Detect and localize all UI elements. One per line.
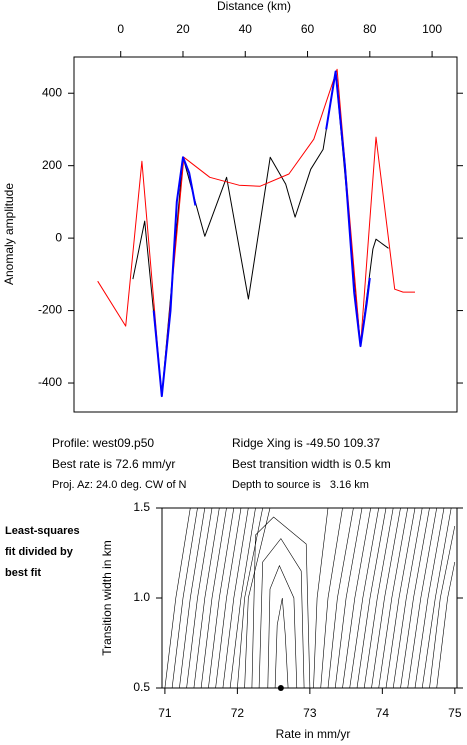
x-tick-label: 71 (158, 706, 172, 720)
contour-line (193, 508, 220, 688)
contour-line (349, 508, 379, 688)
contour-line (237, 508, 263, 688)
y-tick-label: -400 (38, 375, 62, 389)
x-tick-label: 0 (117, 22, 124, 36)
info-text: Best rate is 72.6 mm/yr (52, 457, 175, 471)
contour-line (429, 525, 456, 688)
contour-line (171, 508, 198, 688)
contour-line (400, 508, 430, 688)
x-tick-label: 100 (422, 22, 442, 36)
contour-line (215, 508, 242, 688)
contour-line (436, 561, 456, 688)
x-tick-label: 80 (363, 22, 377, 36)
plot-area (164, 508, 456, 688)
info-text: Ridge Xing is -49.50 109.37 (232, 436, 380, 450)
contour-line (327, 508, 354, 688)
contour-line (186, 508, 213, 688)
contour-line (274, 597, 289, 688)
contour-line (407, 508, 437, 688)
data-line (97, 68, 415, 397)
y-tick-label: -200 (38, 303, 62, 317)
x-tick-label: 75 (448, 706, 462, 720)
data-line (152, 70, 371, 398)
y-tick-label: 0 (55, 230, 62, 244)
y-tick-label: 0.5 (133, 680, 150, 694)
note-text: best fit (5, 567, 41, 579)
contour-line (200, 508, 227, 688)
info-text: Best transition width is 0.5 km (232, 457, 391, 471)
x-axis-title: Distance (km) (217, 0, 291, 13)
info-text: Depth to source is 3.16 km (232, 479, 369, 491)
contour-line (392, 508, 423, 688)
contour-line (251, 516, 311, 688)
contour-line (267, 564, 298, 688)
contour-line (222, 508, 249, 688)
note-text: Least-squares (5, 525, 80, 537)
contour-line (320, 508, 343, 688)
x-axis-title: Rate in mm/yr (276, 727, 351, 741)
y-tick-label: 1.0 (133, 590, 150, 604)
info-text: Profile: west09.p50 (52, 436, 154, 450)
x-tick-label: 40 (239, 22, 253, 36)
x-tick-label: 60 (301, 22, 315, 36)
x-tick-label: 73 (303, 706, 317, 720)
contour-line (342, 508, 371, 688)
note-text: fit divided by (5, 546, 74, 558)
contour-line (421, 508, 452, 688)
x-tick-label: 74 (376, 706, 390, 720)
x-tick-label: 20 (176, 22, 190, 36)
x-tick-label: 72 (231, 706, 245, 720)
y-tick-label: 200 (42, 158, 62, 172)
contour-line (378, 508, 408, 688)
contour-line (356, 508, 387, 688)
contour-line (164, 508, 191, 688)
info-text: Proj. Az: 24.0 deg. CW of N (52, 479, 187, 491)
y-axis-title: Transition width in km (100, 540, 114, 656)
contour-line (229, 508, 256, 688)
contour-line (371, 508, 401, 688)
contour-line (385, 508, 416, 688)
y-axis-title: Anomaly amplitude (2, 183, 16, 285)
contour-line (208, 508, 235, 688)
plot-frame (73, 56, 458, 413)
contour-line (179, 508, 206, 688)
contour-line (258, 538, 305, 688)
best-fit-point (277, 685, 284, 691)
y-tick-label: 400 (42, 85, 62, 99)
contour-line (334, 508, 363, 688)
y-tick-label: 1.5 (133, 500, 150, 514)
contour-line (414, 508, 445, 688)
plot-area (97, 68, 415, 398)
contour-line (244, 508, 271, 688)
contour-line (313, 508, 329, 688)
contour-line (363, 508, 394, 688)
